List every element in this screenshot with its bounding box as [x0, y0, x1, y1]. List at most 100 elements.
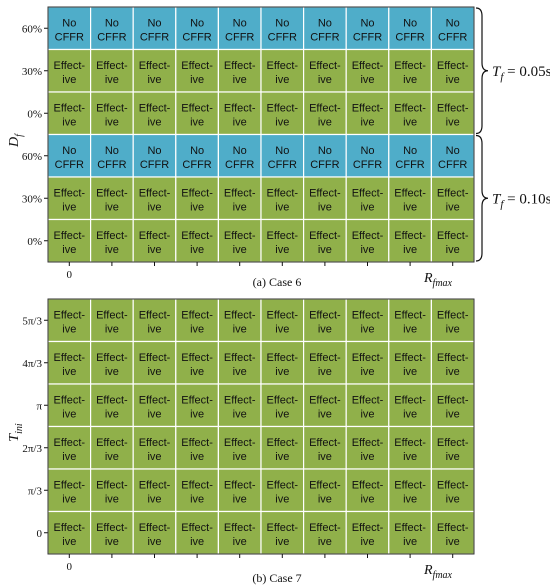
b-cell-r4-c3-label-1: Effect-: [181, 479, 213, 491]
a-cell-g1-r2-c1: Effect-ive: [89, 218, 134, 263]
a-cell-g1-r1-c3-label-2: ive: [190, 201, 204, 213]
a-cell-g0-r2-c9-label-1: Effect-: [437, 102, 469, 114]
a-cell-g0-r1-c6: Effect-ive: [303, 48, 347, 93]
a-cell-g1-r0-c7-label-2: CFFR: [353, 159, 382, 171]
a-cell-g0-r0-c9: No CFFR: [430, 6, 475, 51]
a-cell-g1-r0-c5-label-1: No: [275, 145, 289, 157]
a-cell-g0-r1-c4-label-2: ive: [233, 74, 247, 86]
a-cell-g0-r0-c8-label-2: CFFR: [395, 31, 424, 43]
a-plot-border: [47, 6, 475, 263]
a-cell-g1-r2-c1-label-1: Effect-: [96, 230, 128, 242]
b-cell-r4-c7-rect: [345, 468, 390, 513]
b-cell-r0-c9-rect: [430, 298, 475, 343]
a-cell-g1-r0-c2-label-1: No: [147, 145, 161, 157]
a-cell-g0-r1-c4-rect: [217, 48, 262, 93]
a-cell-g0-r1-c2-label-2: ive: [147, 74, 161, 86]
a-cell-g1-r1-c1-label-1: Effect-: [96, 187, 128, 199]
b-cell-r2-c9-label-2: ive: [446, 408, 460, 420]
b-cell-r4-c5-label-2: ive: [275, 493, 289, 505]
a-group-label-0: Tf = 0.05s: [492, 64, 550, 83]
b-cell-r0-c1-label-2: ive: [105, 323, 119, 335]
b-cell-r3-c6: Effect-ive: [303, 425, 347, 470]
a-cell-g0-r1-c9: Effect-ive: [430, 48, 475, 93]
b-cell-r5-c3-label-2: ive: [190, 536, 204, 548]
a-cell-g0-r0-c6: No CFFR: [303, 6, 347, 51]
a-cell-g1-r2-c8: Effect-ive: [388, 218, 432, 263]
b-cell-r2-c5: Effect-ive: [260, 383, 305, 428]
b-cell-r4-c2-label-1: Effect-: [139, 479, 171, 491]
b-cell-r5-c4-label-1: Effect-: [224, 522, 256, 534]
b-cell-r5-c2-label-2: ive: [147, 536, 161, 548]
b-cell-r4-c0-rect: [47, 468, 92, 513]
a-cell-g0-r2-c3-label-2: ive: [190, 116, 204, 128]
a-cell-g0-r1-c1-label-1: Effect-: [96, 60, 128, 72]
b-cell-r5-c1-label-1: Effect-: [96, 522, 128, 534]
b-cell-r5-c4: Effect-ive: [217, 510, 262, 555]
a-cell-g0-r2-c5-label-2: ive: [275, 116, 289, 128]
b-cell-r4-c1-label-2: ive: [105, 493, 119, 505]
a-cell-g0-r2-c9-rect: [430, 91, 475, 136]
b-cell-r0-c5-label-1: Effect-: [267, 309, 299, 321]
a-cell-g0-r0-c0-label-2: CFFR: [55, 31, 84, 43]
a-cell-g1-r0-c5-label-2: CFFR: [268, 159, 297, 171]
b-cell-r0-c9-label-2: ive: [446, 323, 460, 335]
b-cell-r4-c9-label-1: Effect-: [437, 479, 469, 491]
a-cell-g1-r1-c5-label-2: ive: [275, 201, 289, 213]
b-cell-r3-c0-label-2: ive: [62, 451, 76, 463]
a-cell-g1-r2-c4-rect: [217, 218, 262, 263]
a-cell-g0-r2-c2-rect: [132, 91, 177, 136]
a-cell-g0-r1-c3-rect: [175, 48, 220, 93]
a-cell-g1-r2-c9-label-2: ive: [446, 244, 460, 256]
a-cell-g1-r0-c1-label-1: No: [105, 145, 119, 157]
b-cell-r1-c4-label-2: ive: [233, 366, 247, 378]
b-cell-r0-c8-label-1: Effect-: [394, 309, 426, 321]
a-cell-g1-r0-c8-label-2: CFFR: [395, 159, 424, 171]
b-cell-r2-c7: Effect-ive: [345, 383, 390, 428]
b-cell-r2-c3-label-1: Effect-: [181, 394, 213, 406]
b-cell-r4-c6: Effect-ive: [303, 468, 347, 513]
b-cell-r1-c2-label-2: ive: [147, 366, 161, 378]
b-cell-r4-c0-label-2: ive: [62, 493, 76, 505]
a-cell-g1-r1-c8-label-2: ive: [403, 201, 417, 213]
a-cell-g0-r0-c8-label-1: No: [403, 17, 417, 29]
b-cell-r5-c6: Effect-ive: [303, 510, 347, 555]
a-cell-g1-r1-c7-rect: [345, 176, 390, 221]
a-cell-g1-r0-c8: No CFFR: [388, 133, 432, 178]
b-cell-r1-c6-label-1: Effect-: [309, 352, 341, 364]
b-cell-r0-c0-label-1: Effect-: [54, 309, 86, 321]
a-cell-g1-r1-c0: Effect-ive: [47, 176, 92, 221]
a-cell-g1-r1-c0-rect: [47, 176, 92, 221]
b-cell-r2-c0-label-2: ive: [62, 408, 76, 420]
b-cell-r5-c8-label-2: ive: [403, 536, 417, 548]
b-cell-r2-c1-label-2: ive: [105, 408, 119, 420]
b-cell-r3-c1: Effect-ive: [89, 425, 134, 470]
b-cell-r5-c9-label-2: ive: [446, 536, 460, 548]
b-cell-r4-c2-label-2: ive: [147, 493, 161, 505]
b-cell-r4-c4-label-2: ive: [233, 493, 247, 505]
a-cell-g1-r0-c2-label-2: CFFR: [140, 159, 169, 171]
b-cell-r2-c5-label-1: Effect-: [267, 394, 299, 406]
b-cell-r0-c3: Effect-ive: [175, 298, 220, 343]
b-cell-r1-c8: Effect-ive: [388, 340, 432, 385]
a-y-tick-5: 0%: [27, 236, 42, 248]
a-cell-g1-r2-c6: Effect-ive: [303, 218, 347, 263]
a-cell-g1-r2-c6-label-1: Effect-: [309, 230, 341, 242]
b-cell-r4-c8: Effect-ive: [388, 468, 432, 513]
b-cell-r3-c4-label-2: ive: [233, 451, 247, 463]
b-cell-r1-c1-label-1: Effect-: [96, 352, 128, 364]
a-cell-g1-r1-c6-rect: [303, 176, 347, 221]
b-cell-r0-c7-label-1: Effect-: [352, 309, 384, 321]
b-cell-r3-c4: Effect-ive: [217, 425, 262, 470]
b-cell-r4-c5-label-1: Effect-: [267, 479, 299, 491]
b-cell-r1-c8-rect: [388, 340, 432, 385]
b-cell-r2-c1-label-1: Effect-: [96, 394, 128, 406]
b-cell-r4-c0-label-1: Effect-: [54, 479, 86, 491]
b-cell-r4-c2: Effect-ive: [132, 468, 177, 513]
a-cell-g1-r1-c1: Effect-ive: [89, 176, 134, 221]
b-x-axis-title: Rfmax: [423, 563, 453, 581]
a-cell-g0-r1-c8: Effect-ive: [388, 48, 432, 93]
b-cell-r1-c9-label-2: ive: [446, 366, 460, 378]
a-cell-g1-r0-c6-label-2: CFFR: [310, 159, 339, 171]
a-cell-g0-r1-c6-label-2: ive: [318, 74, 332, 86]
